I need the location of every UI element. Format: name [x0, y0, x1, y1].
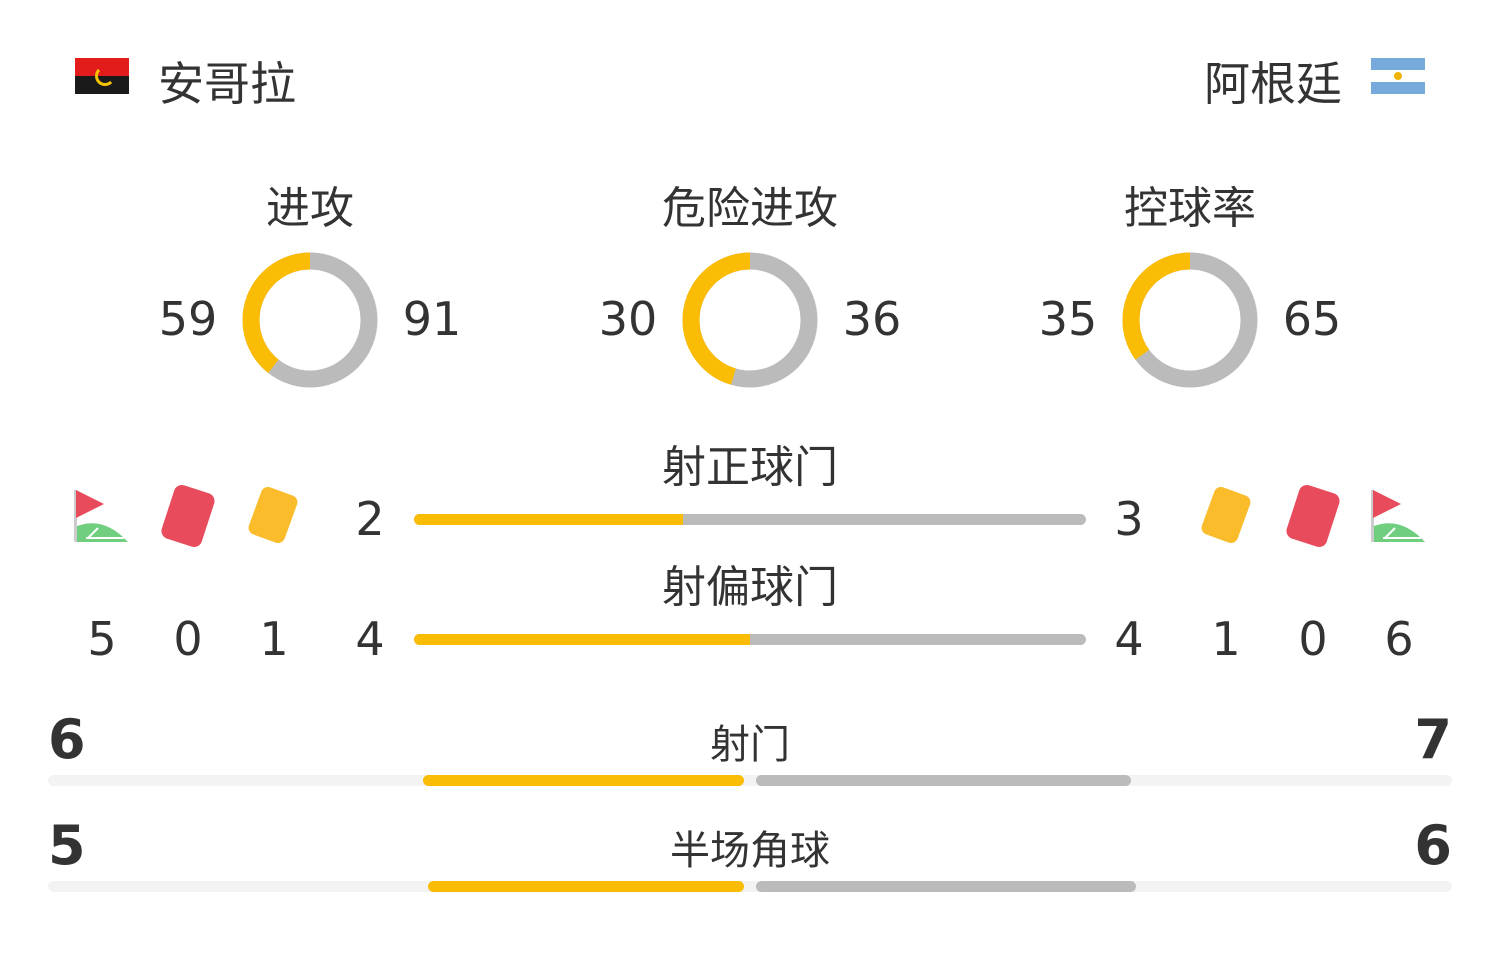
split-track	[48, 881, 1452, 892]
red-card-icon	[1284, 482, 1342, 550]
donut-title: 危险进攻	[662, 183, 838, 234]
donut-title: 控球率	[1124, 183, 1256, 234]
away-flag	[1371, 58, 1425, 94]
bar-away-value: 3	[1114, 492, 1144, 546]
yellow-card-icon	[1199, 485, 1253, 545]
split-title: 半场角球	[670, 828, 830, 874]
corner-flag-icon	[1371, 490, 1425, 542]
bar-home-value: 2	[355, 492, 385, 546]
comparison-bar	[414, 514, 1086, 525]
home-red-cards: 0	[173, 612, 203, 666]
home-team-name: 安哥拉	[158, 57, 296, 111]
donut-title: 进攻	[266, 183, 354, 234]
home-yellow-cards: 1	[259, 612, 289, 666]
split-home-value: 6	[48, 708, 86, 771]
donut-home-value: 30	[598, 292, 658, 346]
donut-away-value: 91	[402, 292, 462, 346]
red-card-icon	[159, 482, 217, 550]
donut-home-arc	[682, 252, 818, 388]
split-home-bar	[422, 775, 744, 786]
away-yellow-cards: 1	[1211, 612, 1241, 666]
donut-home-value: 59	[158, 292, 218, 346]
split-away-value: 6	[1414, 814, 1452, 877]
home-flag	[75, 58, 129, 94]
donut-home-arc	[1122, 252, 1258, 388]
home-fill	[414, 514, 683, 525]
split-away-value: 7	[1414, 708, 1452, 771]
comparison-bar	[414, 634, 1086, 645]
donut-away-value: 65	[1282, 292, 1342, 346]
split-home-value: 5	[48, 814, 86, 877]
bar-title: 射偏球门	[662, 562, 838, 613]
split-home-bar	[427, 881, 744, 892]
away-red-cards: 0	[1298, 612, 1328, 666]
corner-flag-icon	[74, 490, 128, 542]
split-away-bar	[756, 775, 1131, 786]
away-corners: 6	[1384, 612, 1414, 666]
split-track	[48, 775, 1452, 786]
donut-chart	[242, 252, 378, 388]
home-corners: 5	[87, 612, 117, 666]
donut-home-value: 35	[1038, 292, 1098, 346]
away-team-name: 阿根廷	[1204, 57, 1342, 111]
donut-chart	[1122, 252, 1258, 388]
split-title: 射门	[710, 722, 790, 768]
home-fill	[414, 634, 750, 645]
split-away-bar	[756, 881, 1136, 892]
bar-title: 射正球门	[662, 442, 838, 493]
donut-home-arc	[242, 252, 378, 388]
donut-chart	[682, 252, 818, 388]
donut-away-value: 36	[842, 292, 902, 346]
bar-home-value: 4	[355, 612, 385, 666]
yellow-card-icon	[246, 485, 300, 545]
bar-away-value: 4	[1114, 612, 1144, 666]
